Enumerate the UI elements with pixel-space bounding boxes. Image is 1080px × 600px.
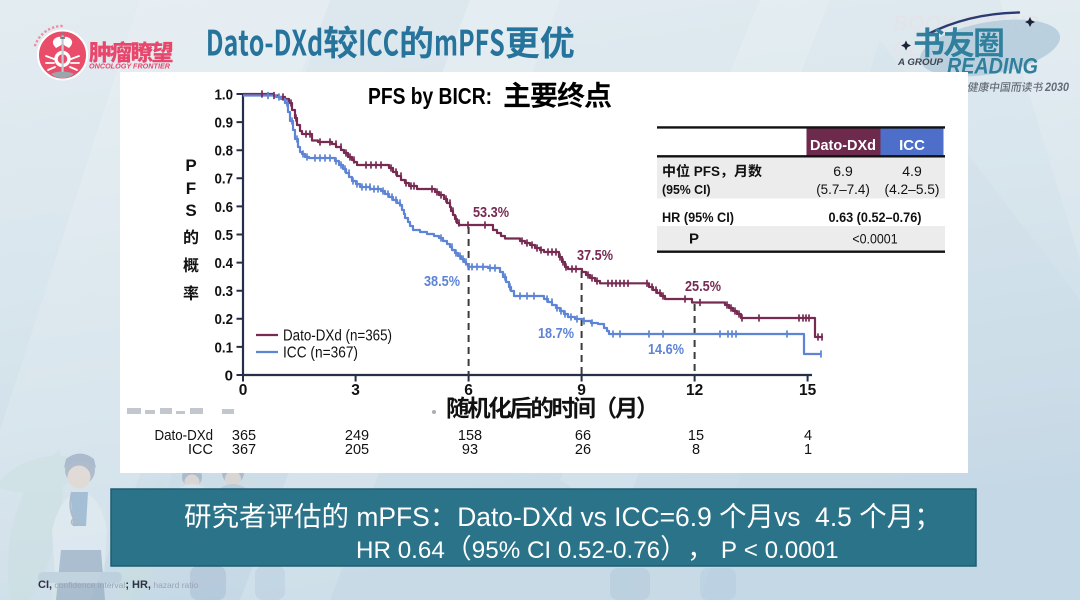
svg-text:vs 4.5: vs 4.5: [774, 502, 859, 532]
svg-text:(4.2–5.5): (4.2–5.5): [885, 181, 940, 197]
svg-text:3: 3: [351, 382, 360, 399]
svg-text:HR (95% CI): HR (95% CI): [662, 210, 734, 225]
svg-text:0.9: 0.9: [215, 115, 234, 132]
svg-text:1.0: 1.0: [215, 86, 234, 103]
svg-text:0.5: 0.5: [215, 227, 234, 244]
svg-text:66: 66: [575, 428, 591, 444]
svg-text:Dato-DXd: Dato-DXd: [155, 428, 214, 444]
svg-text:4: 4: [804, 428, 812, 444]
svg-text:(5.7–7.4): (5.7–7.4): [816, 181, 870, 197]
svg-text:ONCOLOGY FRONTIER: ONCOLOGY FRONTIER: [89, 62, 170, 71]
svg-text:205: 205: [345, 442, 369, 458]
svg-text:Dato-DXd: Dato-DXd: [810, 137, 876, 154]
svg-text:0: 0: [239, 382, 248, 399]
svg-text:365: 365: [232, 428, 256, 444]
svg-text:0: 0: [225, 367, 233, 384]
svg-text:158: 158: [458, 428, 482, 444]
svg-text:ICC: ICC: [188, 442, 213, 458]
svg-text:mPFS: mPFS: [349, 502, 430, 532]
svg-text:0.4: 0.4: [215, 255, 234, 272]
svg-text:15: 15: [688, 428, 704, 444]
svg-text:P: P: [689, 231, 699, 248]
svg-text:8: 8: [692, 442, 700, 458]
svg-text:P < 0.0001: P < 0.0001: [714, 537, 839, 564]
svg-text:1: 1: [804, 442, 812, 458]
svg-text:0.7: 0.7: [215, 171, 234, 188]
svg-text:PFS: PFS: [690, 164, 720, 179]
svg-text:S: S: [185, 201, 196, 220]
svg-text:<0.0001: <0.0001: [852, 231, 897, 247]
svg-text:2030: 2030: [1044, 82, 1069, 94]
svg-text:0.1: 0.1: [215, 339, 234, 356]
svg-text:14.6%: 14.6%: [648, 342, 684, 358]
svg-text:18.7%: 18.7%: [538, 326, 574, 342]
svg-text:37.5%: 37.5%: [577, 248, 613, 264]
svg-text:F: F: [186, 179, 196, 198]
svg-text:Dato-DXd vs ICC=6.9: Dato-DXd vs ICC=6.9: [457, 502, 719, 532]
svg-text:A GROUP: A GROUP: [897, 57, 944, 68]
svg-text:0.8: 0.8: [215, 143, 234, 160]
svg-text:CI, confidence interval; HR, h: CI, confidence interval; HR, hazard rati…: [38, 579, 199, 591]
svg-text:ICC: ICC: [899, 137, 925, 154]
svg-text:95% CI 0.52-0.76: 95% CI 0.52-0.76: [472, 537, 660, 564]
svg-text:P: P: [185, 156, 196, 175]
svg-text:ICC (n=367): ICC (n=367): [283, 345, 358, 362]
svg-text:93: 93: [462, 442, 478, 458]
svg-text:38.5%: 38.5%: [424, 274, 460, 290]
svg-text:HR 0.64: HR 0.64: [356, 537, 445, 564]
svg-text:9: 9: [577, 382, 586, 399]
svg-text:12: 12: [686, 382, 703, 399]
svg-text:15: 15: [799, 382, 817, 399]
svg-text:6: 6: [464, 382, 473, 399]
svg-text:PFS by BICR:: PFS by BICR:: [368, 83, 492, 109]
svg-text:0.63 (0.52–0.76): 0.63 (0.52–0.76): [829, 210, 922, 225]
svg-text:249: 249: [345, 428, 369, 444]
svg-text:53.3%: 53.3%: [473, 205, 509, 221]
svg-text:26: 26: [575, 442, 591, 458]
svg-text:0.2: 0.2: [215, 311, 234, 328]
svg-text:367: 367: [232, 442, 256, 458]
svg-text:0.6: 0.6: [215, 199, 234, 216]
svg-text:Dato-DXd (n=365): Dato-DXd (n=365): [283, 328, 392, 345]
svg-text:0.3: 0.3: [215, 283, 234, 300]
svg-text:4.9: 4.9: [902, 163, 922, 179]
svg-text:(95% CI): (95% CI): [662, 182, 711, 197]
svg-text:6.9: 6.9: [833, 163, 853, 179]
svg-text:25.5%: 25.5%: [685, 279, 721, 295]
